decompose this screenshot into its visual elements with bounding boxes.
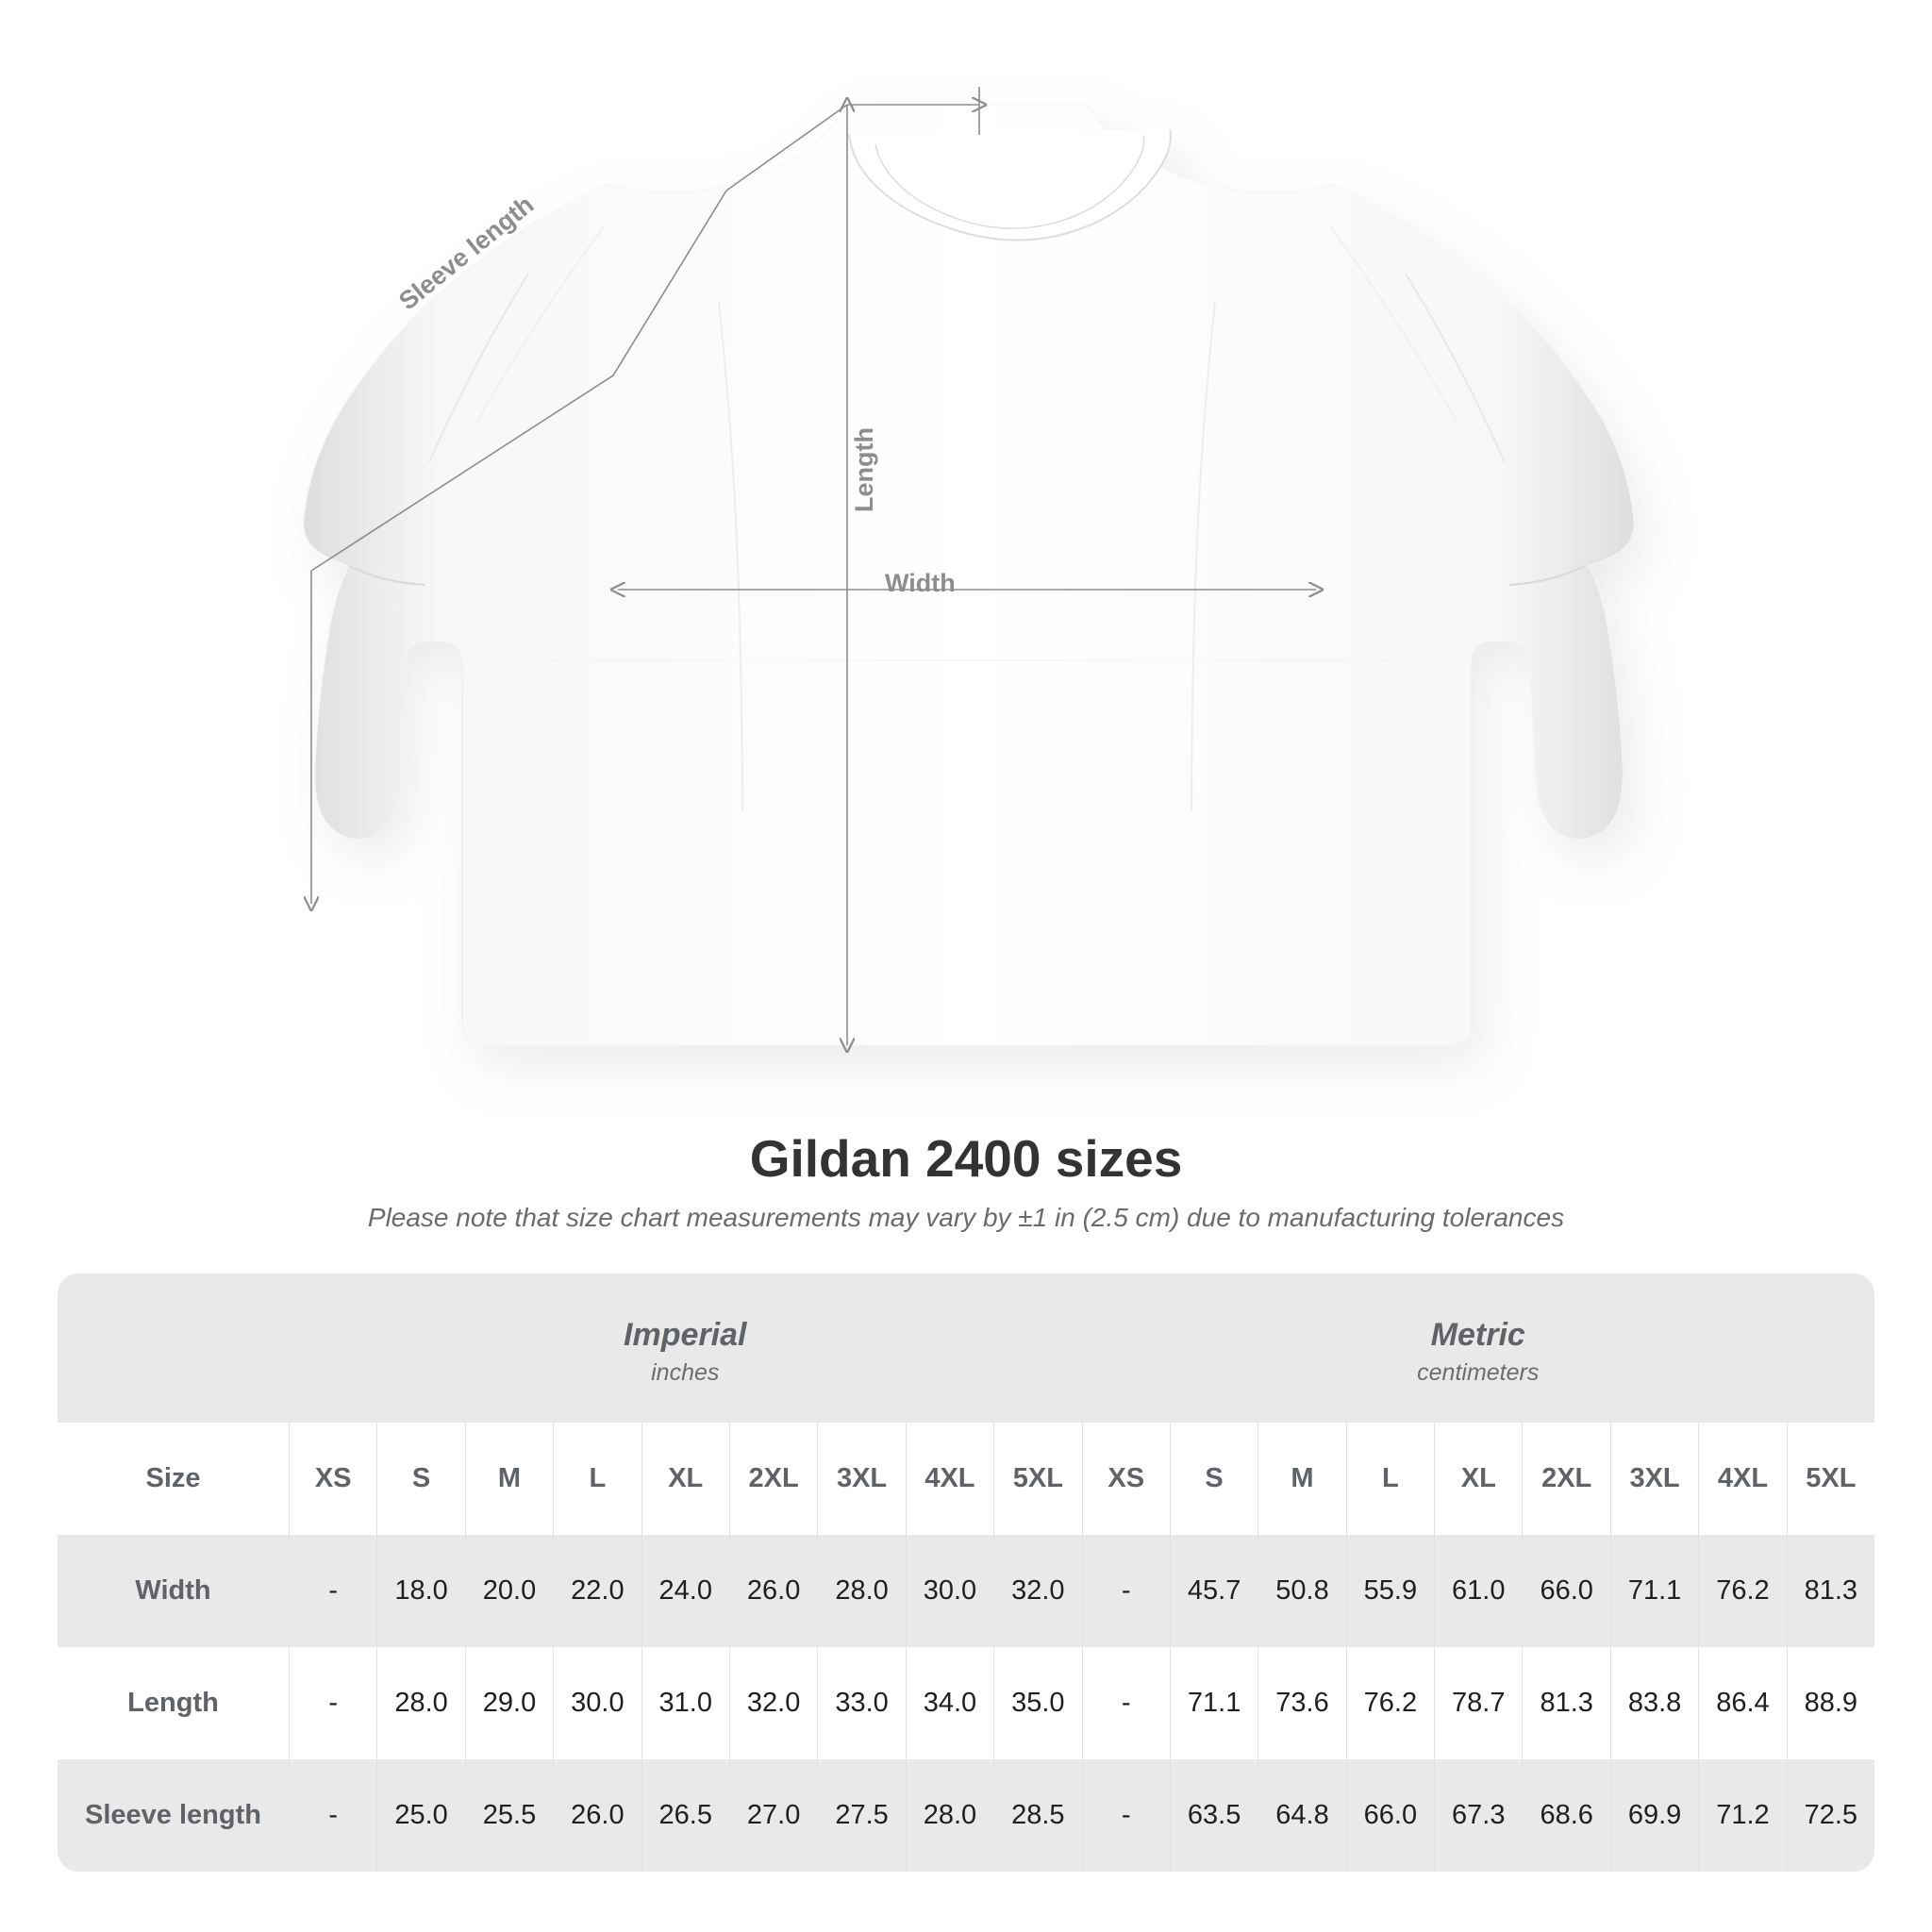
- svg-text:Length: Length: [850, 427, 878, 512]
- svg-text:Width: Width: [885, 569, 956, 597]
- svg-text:Sleeve length: Sleeve length: [393, 191, 539, 316]
